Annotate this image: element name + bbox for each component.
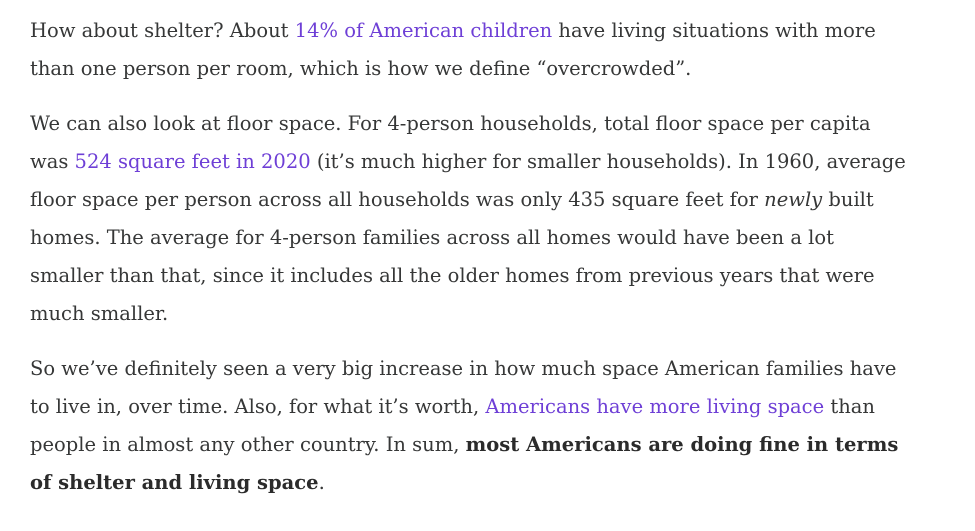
link-524-square-feet[interactable]: 524 square feet in 2020 (74, 150, 311, 173)
line: So we’ve definitely seen a very big incr… (30, 357, 897, 380)
line: smaller than that, since it includes all… (30, 264, 875, 287)
paragraph-floor-space: We can also look at floor space. For 4-p… (30, 105, 960, 333)
bold-conclusion: most Americans are doing fine in terms (465, 433, 899, 456)
line: was 524 square feet in 2020 (it’s much h… (30, 150, 906, 173)
emphasis-newly: newly (764, 188, 823, 211)
line: We can also look at floor space. For 4-p… (30, 112, 871, 135)
line: floor space per person across all househ… (30, 188, 874, 211)
line: of shelter and living space. (30, 471, 325, 494)
link-14-percent-american-children[interactable]: 14% of American children (294, 19, 553, 42)
line: much smaller. (30, 302, 169, 325)
link-americans-more-living-space[interactable]: Americans have more living space (485, 395, 825, 418)
line: than one person per room, which is how w… (30, 57, 692, 80)
paragraph-shelter: How about shelter? About 14% of American… (30, 12, 960, 88)
line: homes. The average for 4-person families… (30, 226, 834, 249)
line: people in almost any other country. In s… (30, 433, 899, 456)
article-body: How about shelter? About 14% of American… (30, 12, 960, 519)
line: How about shelter? About 14% of American… (30, 19, 876, 42)
bold-conclusion: of shelter and living space (30, 471, 319, 494)
paragraph-summary: So we’ve definitely seen a very big incr… (30, 350, 960, 502)
line: to live in, over time. Also, for what it… (30, 395, 875, 418)
